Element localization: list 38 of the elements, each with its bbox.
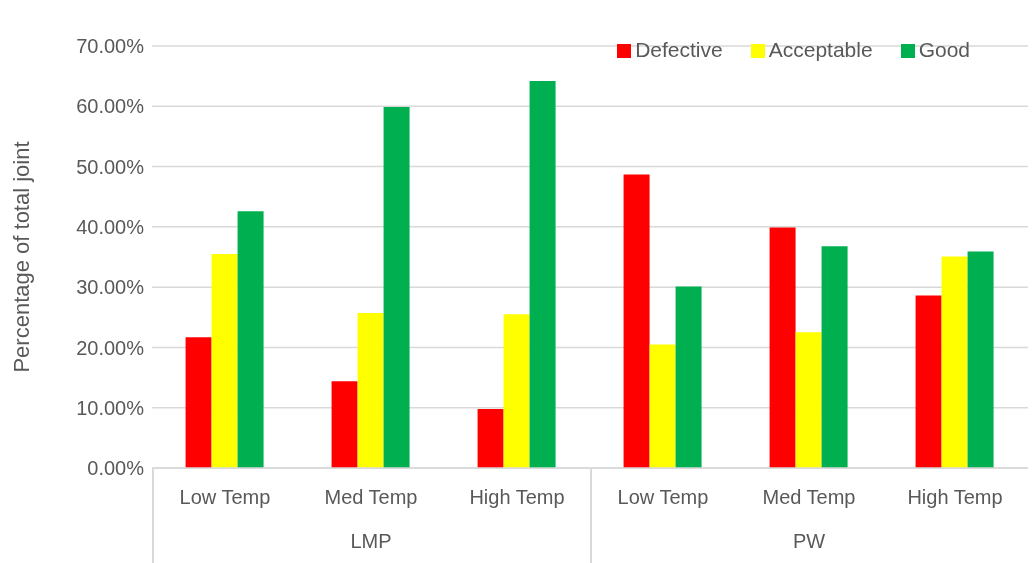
bar <box>941 256 968 468</box>
bar <box>477 408 504 468</box>
x-tick-label: High Temp <box>907 486 1003 509</box>
y-tick-label: 40.00% <box>76 215 145 238</box>
bar <box>795 332 822 468</box>
legend-label: Defective <box>635 38 723 61</box>
bar <box>529 80 556 468</box>
bar <box>675 286 702 468</box>
bar <box>649 344 676 468</box>
bar <box>383 106 410 468</box>
bar <box>915 295 942 468</box>
bar <box>357 313 384 468</box>
y-tick-label: 70.00% <box>76 35 145 58</box>
y-tick-label: 0.00% <box>87 457 145 480</box>
bar <box>211 253 238 468</box>
y-tick-label: 60.00% <box>76 95 145 118</box>
bar <box>185 337 212 468</box>
x-tick-label: High Temp <box>469 486 565 509</box>
bar <box>967 251 994 468</box>
y-axis-title: Percentage of total joint <box>8 141 34 373</box>
x-tick-label: Med Temp <box>762 486 856 509</box>
text: LMP <box>349 530 393 553</box>
x-tick-label: Low Temp <box>179 486 271 509</box>
y-tick-label: 10.00% <box>76 396 145 419</box>
x-tick-label: Med Temp <box>324 486 418 509</box>
text: PW <box>791 530 827 553</box>
x-tick-label: Low Temp <box>617 486 709 509</box>
bar <box>769 227 796 468</box>
bar <box>623 174 650 468</box>
bar <box>237 211 264 468</box>
y-tick-label: 50.00% <box>76 155 145 178</box>
y-tick-label: 20.00% <box>76 336 145 359</box>
legend-label: Good <box>918 38 970 61</box>
legend-label: Acceptable <box>768 38 873 61</box>
bar <box>331 381 358 468</box>
bar <box>503 314 530 468</box>
bar <box>821 246 848 468</box>
y-tick-label: 30.00% <box>76 276 145 299</box>
